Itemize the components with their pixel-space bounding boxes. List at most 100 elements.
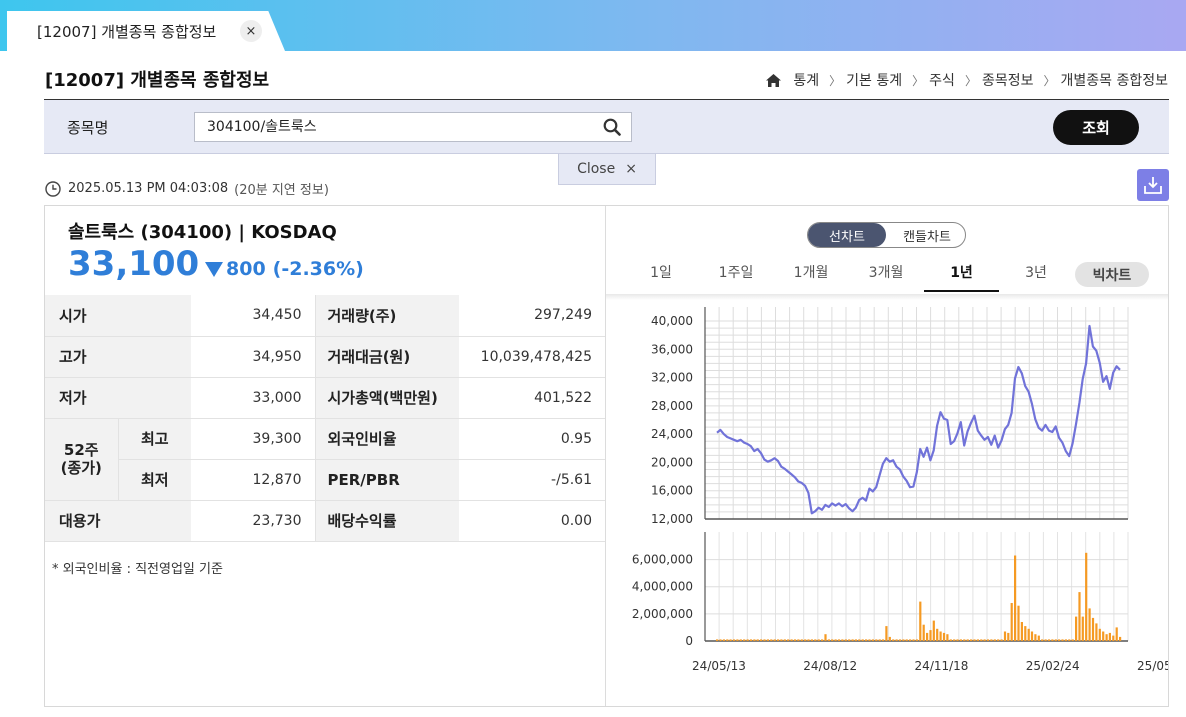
download-icon [1144, 177, 1162, 194]
toggle-candle-chart[interactable]: 캔들차트 [903, 229, 951, 245]
volume-bar [1007, 632, 1010, 641]
volume-bar [851, 639, 854, 641]
tab-close-icon[interactable]: × [240, 20, 262, 42]
stock-price: 33,100 [68, 244, 200, 284]
volume-bar [1027, 628, 1030, 641]
breadcrumb-item-stock-info[interactable]: 종목정보 [981, 73, 1034, 89]
high-label: 고가 [45, 336, 191, 378]
volume-bar [854, 639, 857, 641]
table-row: 저가 33,000 시가총액(백만원) 401,522 [45, 377, 605, 419]
y-tick-label: 6,000,000 [632, 553, 693, 567]
period-tab-3m[interactable]: 3개월 [868, 265, 904, 281]
search-bar: 종목명 조회 [44, 100, 1169, 154]
table-row: 시가 34,450 거래량(주) 297,249 [45, 295, 605, 337]
price-change-pct: (-2.36%) [272, 258, 364, 280]
y-tick-label: 0 [685, 634, 693, 648]
volume-bar [875, 639, 878, 641]
w52-label-text: 52주 (종가) [60, 441, 102, 477]
close-panel-button[interactable]: Close × [558, 154, 656, 185]
volume-bar [919, 601, 922, 641]
volume-bar [973, 639, 976, 641]
date-axis-labels: 24/05/13 24/08/12 24/11/18 25/02/24 25/05/13 [692, 659, 1168, 673]
period-tab-1m[interactable]: 1개월 [793, 265, 829, 281]
breadcrumb-item-basic-stats[interactable]: 기본 통계 [846, 73, 903, 89]
volume-bar [997, 639, 1000, 641]
x-tick-label: 25/02/24 [1026, 659, 1080, 673]
y-tick-label: 24,000 [651, 427, 693, 441]
volume-bar [787, 639, 790, 641]
period-tab-1w[interactable]: 1주일 [718, 265, 754, 281]
download-button[interactable] [1137, 169, 1169, 201]
div-value: 0.00 [459, 500, 605, 542]
volume-bar [1119, 636, 1122, 641]
chart-type-toggle[interactable]: 선차트 캔들차트 [807, 222, 966, 248]
volume-bar [722, 639, 725, 641]
volume-bar [983, 639, 986, 641]
search-input[interactable] [207, 118, 587, 134]
ref-value: 23,730 [191, 500, 315, 542]
breadcrumb-item-stock[interactable]: 주식 [929, 73, 955, 89]
volume-bar [783, 639, 786, 641]
volume-bar [980, 639, 983, 641]
volume-bar [932, 620, 935, 641]
big-chart-button[interactable]: 빅차트 [1075, 262, 1149, 287]
active-tab[interactable]: [12007] 개별종목 종합정보 × [7, 11, 285, 51]
period-tab-1y[interactable]: 1년 [924, 262, 999, 292]
volume-bar [929, 630, 932, 641]
query-button[interactable]: 조회 [1053, 110, 1139, 145]
search-box[interactable] [194, 112, 632, 142]
volume-bar [885, 626, 888, 641]
volume-bar [861, 639, 864, 641]
volume-bar [716, 639, 719, 641]
tabs-shadow [606, 294, 1168, 300]
volume-value: 297,249 [459, 295, 605, 337]
volume-bar [939, 631, 942, 641]
mcap-value: 401,522 [459, 377, 605, 419]
open-value: 34,450 [191, 295, 315, 337]
volume-bar [942, 632, 946, 641]
y-tick-label: 4,000,000 [632, 580, 693, 594]
volume-bar [732, 639, 736, 641]
period-tab-3y[interactable]: 3년 [1025, 265, 1047, 281]
volume-bar [915, 639, 918, 641]
volume-bar [844, 639, 847, 641]
volume-bar [976, 639, 979, 641]
volume-bar [804, 639, 807, 641]
foreign-label: 외국인비율 [314, 418, 459, 460]
volume-bar [1020, 622, 1023, 641]
volume-bar [1088, 608, 1091, 641]
search-icon[interactable] [603, 118, 621, 140]
breadcrumb-item-current: 개별종목 종합정보 [1060, 73, 1169, 89]
home-icon[interactable] [766, 73, 782, 87]
table-row: 고가 34,950 거래대금(원) 10,039,478,425 [45, 336, 605, 378]
volume-bar [1108, 632, 1111, 641]
volume-bar [959, 639, 962, 641]
volume-bar [1017, 605, 1020, 641]
volume-bar [1061, 639, 1064, 641]
volume-bar [766, 639, 769, 641]
period-tab-1d[interactable]: 1일 [650, 265, 672, 281]
volume-bar [922, 624, 925, 641]
panel-divider [605, 206, 606, 706]
stock-header: 솔트룩스 (304100) | KOSDAQ [68, 222, 337, 243]
volume-bars [716, 552, 1122, 641]
breadcrumb-item-stats[interactable]: 통계 [793, 73, 820, 89]
chevron-right-icon: 〉 [829, 73, 842, 88]
volume-bar [868, 639, 871, 641]
volume-bar [1095, 623, 1098, 641]
volume-bar [1071, 639, 1074, 641]
stock-info-panel: 솔트룩스 (304100) | KOSDAQ 33,100 800 (-2.36… [44, 205, 1169, 707]
toggle-line-chart[interactable]: 선차트 [808, 223, 886, 247]
volume-bar [888, 636, 891, 641]
volume-bar [760, 639, 763, 641]
table-row: 대용가 23,730 배당수익률 0.00 [45, 500, 605, 542]
volume-bar [841, 639, 844, 641]
volume-bar [736, 639, 739, 641]
volume-bar [871, 639, 874, 641]
volume-bar [858, 639, 861, 641]
volume-bar [1102, 631, 1105, 641]
y-tick-label: 32,000 [651, 371, 693, 385]
volume-bar [1078, 592, 1081, 641]
w52-low-value: 12,870 [191, 459, 315, 501]
volume-bar [878, 639, 881, 641]
